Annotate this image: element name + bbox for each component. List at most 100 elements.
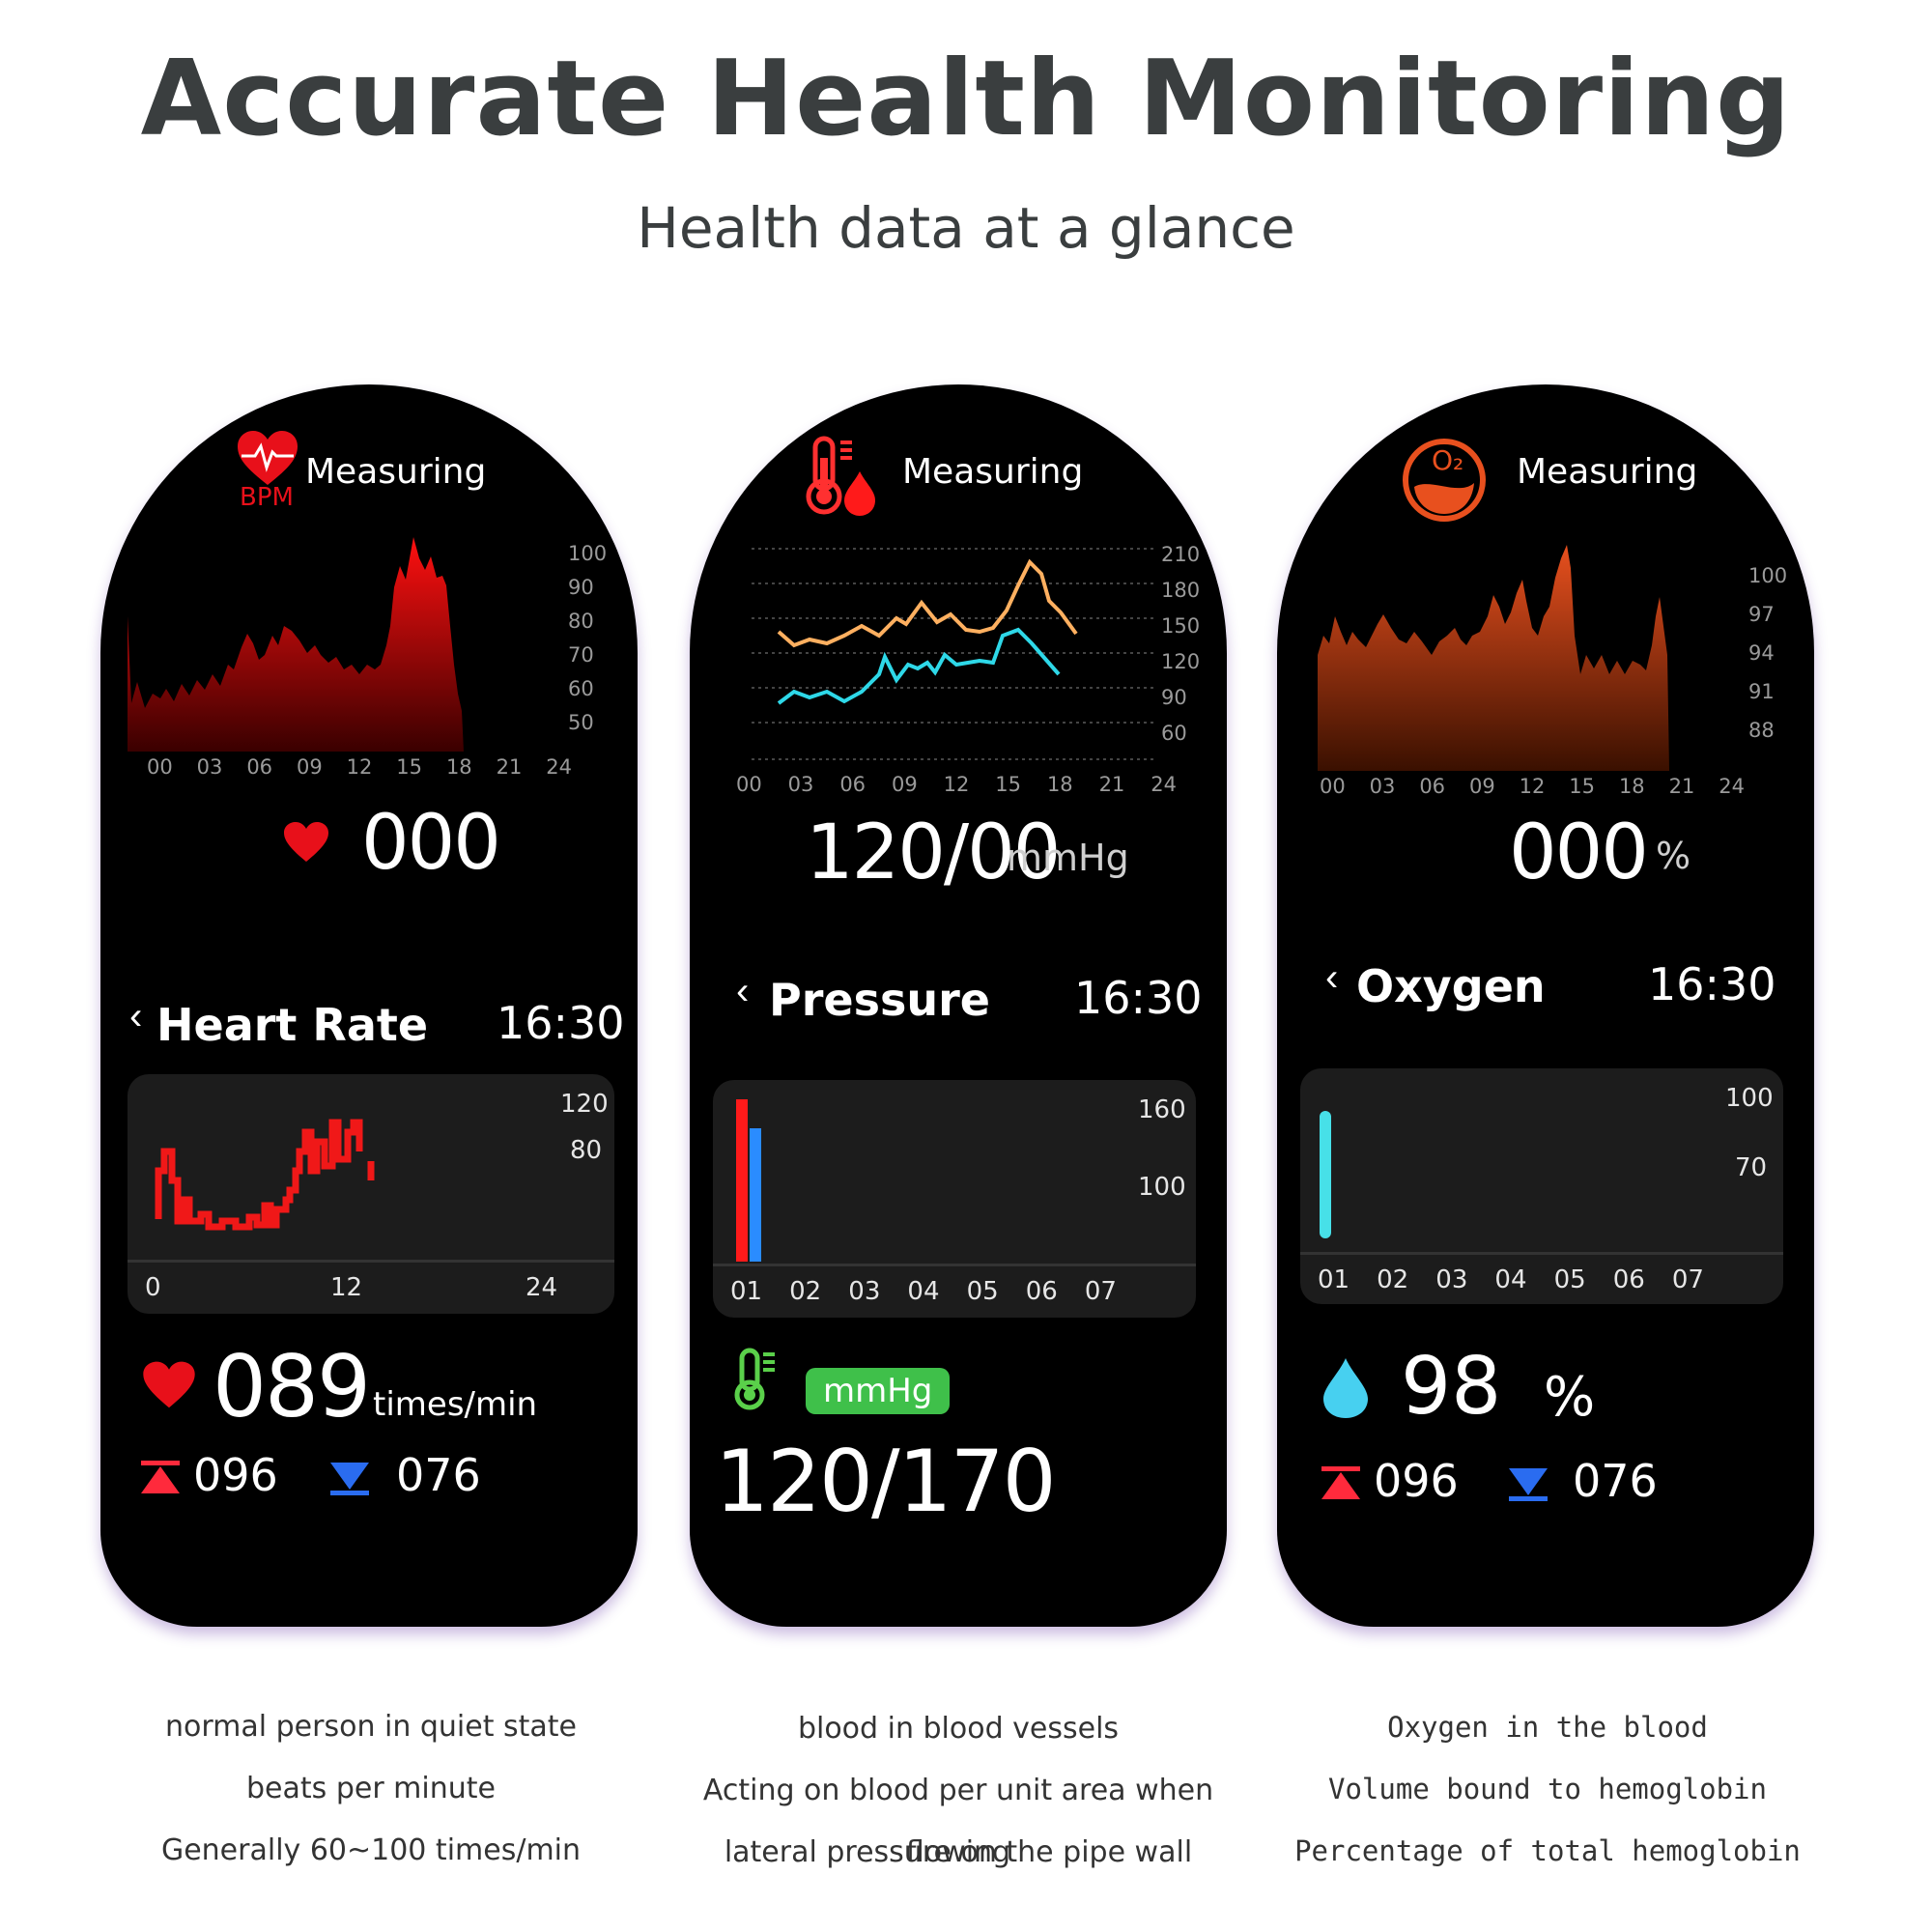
card-x-axis: 01 02 03 04 05 06 07 [1318, 1265, 1704, 1294]
pressure-week-card: 160 100 01 02 03 04 05 06 07 [713, 1080, 1196, 1318]
oxygen-week-card: 100 70 01 02 03 04 05 06 07 [1300, 1068, 1783, 1304]
pressure-watch: Measuring 210 180 150 120 90 60 00 03 06… [690, 384, 1227, 1627]
y-tick: 94 [1748, 641, 1775, 665]
x-tick: 24 [1151, 773, 1177, 796]
low-arrow-icon [330, 1463, 369, 1495]
back-chevron-icon[interactable]: ‹ [736, 970, 750, 1012]
clock-time: 16:30 [497, 997, 625, 1049]
systolic-bar [736, 1099, 748, 1262]
pressure-title: Pressure [769, 974, 990, 1026]
low-value: 076 [396, 1449, 481, 1501]
card-x-tick: 01 [730, 1277, 763, 1306]
back-chevron-icon[interactable]: ‹ [129, 995, 143, 1037]
pressure-chart-x-axis: 00 03 06 09 12 15 18 21 24 [736, 773, 1177, 796]
card-x-tick: 03 [1435, 1265, 1468, 1294]
card-y-tick: 100 [1138, 1173, 1186, 1202]
y-tick: 90 [568, 576, 594, 599]
card-x-tick: 04 [1494, 1265, 1527, 1294]
oxygen-reading: 000 [1509, 810, 1649, 896]
x-tick: 18 [445, 755, 472, 779]
heart-bpm-icon [238, 431, 298, 485]
card-x-axis: 01 02 03 04 05 06 07 [730, 1277, 1117, 1306]
y-tick: 120 [1161, 650, 1201, 673]
x-tick: 06 [246, 755, 273, 779]
x-tick: 15 [1569, 775, 1596, 798]
pressure-caption: blood in blood vessels Acting on blood p… [659, 1698, 1258, 1884]
x-tick: 12 [346, 755, 373, 779]
heart-rate-day-chart [128, 537, 464, 752]
x-tick: 18 [1618, 775, 1645, 798]
card-x-tick: 01 [1318, 1265, 1350, 1294]
blood-pressure-value: 120/170 [715, 1432, 1057, 1531]
y-tick: 90 [1161, 686, 1187, 709]
x-tick: 09 [1468, 775, 1495, 798]
y-tick: 70 [568, 643, 594, 667]
water-drop-icon [1323, 1358, 1368, 1418]
y-tick: 60 [1161, 722, 1187, 745]
x-tick: 21 [1098, 773, 1125, 796]
card-x-tick: 05 [966, 1277, 999, 1306]
oxygen-title: Oxygen [1356, 960, 1546, 1012]
oxygen-chart-x-axis: 00 03 06 09 12 15 18 21 24 [1320, 775, 1745, 798]
card-y-tick: 80 [570, 1136, 603, 1165]
oxygen-unit: % [1544, 1366, 1596, 1429]
card-x-tick: 24 [526, 1273, 558, 1302]
bpm-label: BPM [240, 483, 294, 512]
card-divider [128, 1260, 614, 1263]
pressure-reading-unit: mmHg [1007, 837, 1129, 879]
x-tick: 18 [1046, 773, 1073, 796]
heart-icon [143, 1361, 195, 1408]
card-y-tick: 100 [1725, 1084, 1774, 1113]
y-tick: 88 [1748, 719, 1775, 742]
thermometer-green-icon [734, 1348, 775, 1410]
caption-line: Generally 60~100 times/min [160, 1833, 582, 1867]
caption-line: normal person in quiet state [164, 1710, 578, 1744]
heart-rate-value: 089 [213, 1337, 371, 1436]
x-tick: 09 [891, 773, 918, 796]
low-value: 076 [1573, 1455, 1658, 1507]
oxygen-bar [1320, 1111, 1331, 1238]
x-tick: 15 [396, 755, 423, 779]
x-tick: 12 [943, 773, 970, 796]
x-tick: 06 [839, 773, 867, 796]
heart-reading: 000 [361, 800, 501, 887]
oxygen-value: 98 [1401, 1341, 1502, 1433]
high-arrow-icon [141, 1461, 180, 1493]
pressure-chart-y-axis: 210 180 150 120 90 60 [1161, 537, 1200, 752]
y-tick: 100 [1748, 564, 1788, 587]
heart-rate-unit: times/min [373, 1385, 538, 1424]
x-tick: 03 [196, 755, 223, 779]
card-y-tick: 160 [1138, 1095, 1186, 1124]
clock-time: 16:30 [1074, 972, 1203, 1024]
x-tick: 09 [296, 755, 323, 779]
oxygen-reading-unit: % [1656, 835, 1691, 877]
x-tick: 12 [1519, 775, 1546, 798]
heart-chart-x-axis: 00 03 06 09 12 15 18 21 24 [147, 755, 572, 779]
heart-icon [284, 822, 328, 862]
high-value: 096 [1374, 1455, 1459, 1507]
page-subtitle: Health data at a glance [637, 195, 1295, 261]
high-arrow-icon [1321, 1466, 1360, 1499]
caption-line: blood in blood vessels [797, 1712, 1120, 1746]
card-x-tick: 06 [1025, 1277, 1058, 1306]
measuring-label: Measuring [902, 452, 1084, 492]
card-x-tick: 06 [1612, 1265, 1645, 1294]
oxygen-area [1318, 545, 1669, 771]
card-divider [713, 1264, 1196, 1266]
x-tick: 21 [496, 755, 523, 779]
x-tick: 03 [787, 773, 814, 796]
o2-label: O₂ [1432, 444, 1464, 476]
oxygen-day-chart [1318, 545, 1669, 771]
card-x-tick: 07 [1084, 1277, 1117, 1306]
x-tick: 06 [1419, 775, 1446, 798]
card-x-tick: 03 [848, 1277, 881, 1306]
caption-line: beats per minute [246, 1772, 496, 1805]
back-chevron-icon[interactable]: ‹ [1325, 956, 1339, 999]
card-y-tick: 120 [560, 1090, 609, 1119]
y-tick: 150 [1161, 614, 1201, 638]
pressure-reading: 120/00 [806, 810, 1061, 896]
clock-time: 16:30 [1648, 958, 1776, 1010]
x-tick: 00 [736, 773, 762, 796]
systolic-line [777, 558, 1078, 648]
y-tick: 91 [1748, 680, 1775, 703]
